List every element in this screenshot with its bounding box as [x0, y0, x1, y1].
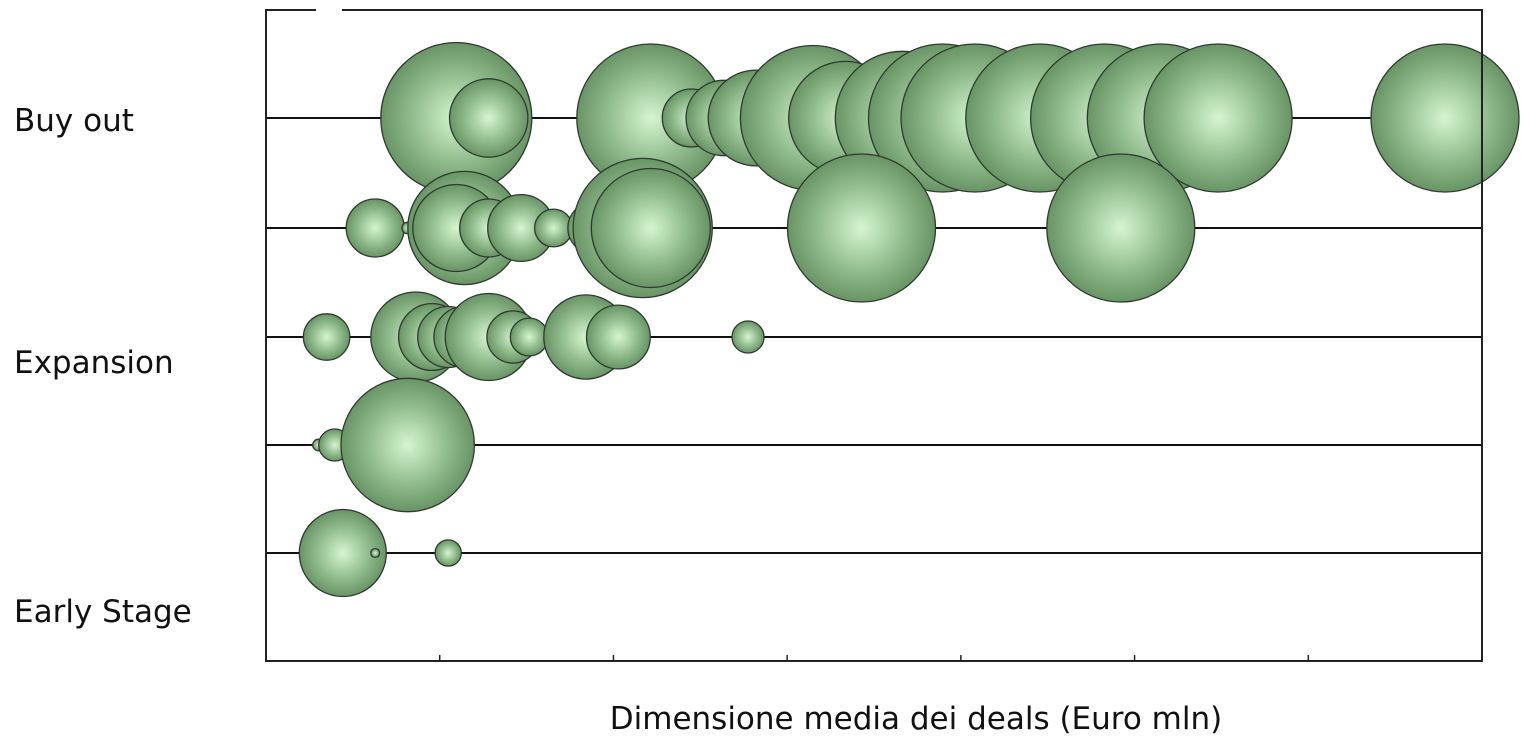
- bubble-row3-1: [302, 313, 351, 361]
- bubble-row1-17: [1143, 43, 1293, 193]
- bubbles: [298, 41, 1520, 598]
- bubble-row1-2: [448, 78, 529, 158]
- category-label-expansion: Expansion: [14, 345, 174, 381]
- category-label-early-stage: Early Stage: [14, 594, 192, 630]
- plot-frame: [265, 9, 1483, 662]
- bubble-row2-11: [590, 167, 711, 289]
- bubble-row2-12: [786, 153, 937, 303]
- category-label-buy-out: Buy out: [14, 103, 134, 139]
- bubble-row5-3: [434, 539, 462, 567]
- bubble-row5-2: [370, 547, 381, 559]
- bubble-row2-13: [1046, 153, 1196, 303]
- bubble-row2-1: [345, 198, 405, 258]
- bubble-row3-11: [731, 320, 765, 354]
- bubble-row2-8: [533, 208, 574, 248]
- bubble-row5-1: [298, 508, 387, 598]
- bubble-row1-18: [1370, 43, 1520, 193]
- x-axis-title: Dimensione media dei deals (Euro mln): [610, 701, 1222, 737]
- bubble-row3-8: [509, 317, 549, 357]
- bubble-row4-3: [340, 377, 476, 513]
- bubble-row3-10: [585, 304, 651, 370]
- category-labels: Buy out Expansion Early Stage: [14, 103, 192, 630]
